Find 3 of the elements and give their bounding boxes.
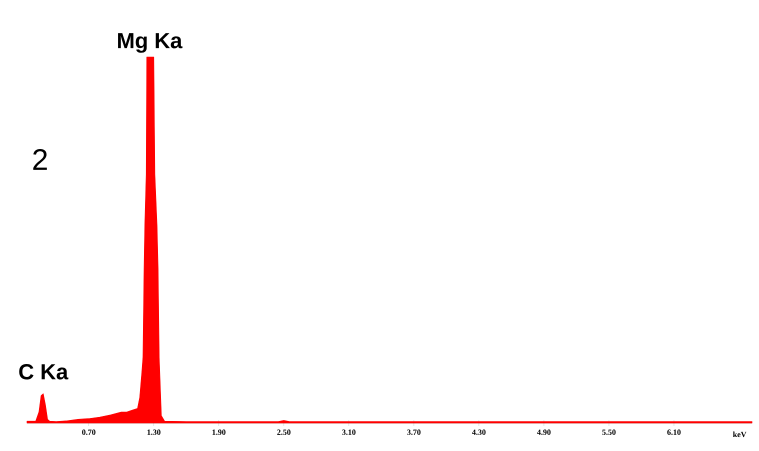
annotation: 2 (33, 149, 47, 170)
annotation: Mg Ka (118, 33, 182, 53)
annotation: C Ka (19, 364, 68, 380)
